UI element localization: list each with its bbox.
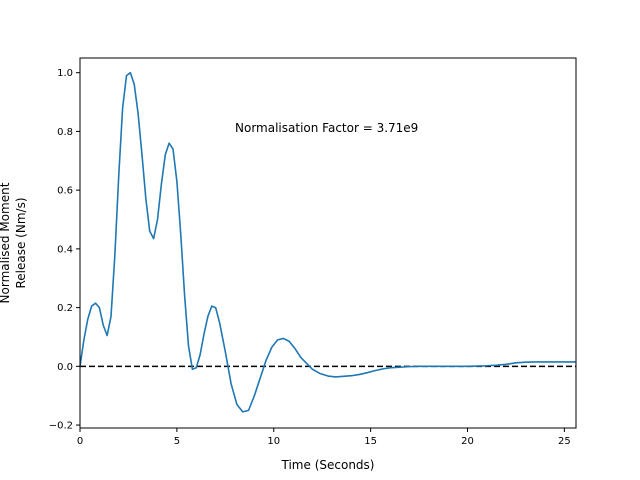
x-tick-label: 20 [461, 436, 474, 447]
y-tick-label: −0.2 [49, 421, 73, 432]
y-axis-label-line-1: Normalised Moment [0, 182, 12, 303]
y-tick-label: 0.6 [57, 186, 73, 197]
x-tick-label: 0 [77, 436, 83, 447]
y-tick-label: 0.2 [57, 303, 73, 314]
x-tick-label: 5 [174, 436, 180, 447]
y-tick-label: 0.4 [57, 244, 73, 255]
y-tick-label: 0.8 [57, 127, 73, 138]
plot-frame [79, 57, 577, 429]
y-tick-label: 1.0 [57, 68, 73, 79]
plot-area [79, 57, 577, 429]
x-tick-label: 10 [267, 436, 280, 447]
y-axis: −0.2 0.0 0.2 0.4 0.6 0.8 1.0 [49, 68, 80, 432]
x-tick-label: 15 [364, 436, 377, 447]
series-line [79, 71, 576, 413]
x-axis-label: Time (Seconds) [281, 458, 375, 472]
y-axis-label-line-2: Release (Nm/s) [14, 197, 28, 288]
normalisation-annotation: Normalisation Factor = 3.71e9 [235, 121, 418, 135]
x-axis: 0 5 10 15 20 25 [77, 428, 571, 447]
y-tick-label: 0.0 [57, 362, 73, 373]
series-layer [79, 71, 576, 413]
x-tick-label: 25 [558, 436, 571, 447]
plot-background [80, 58, 576, 428]
